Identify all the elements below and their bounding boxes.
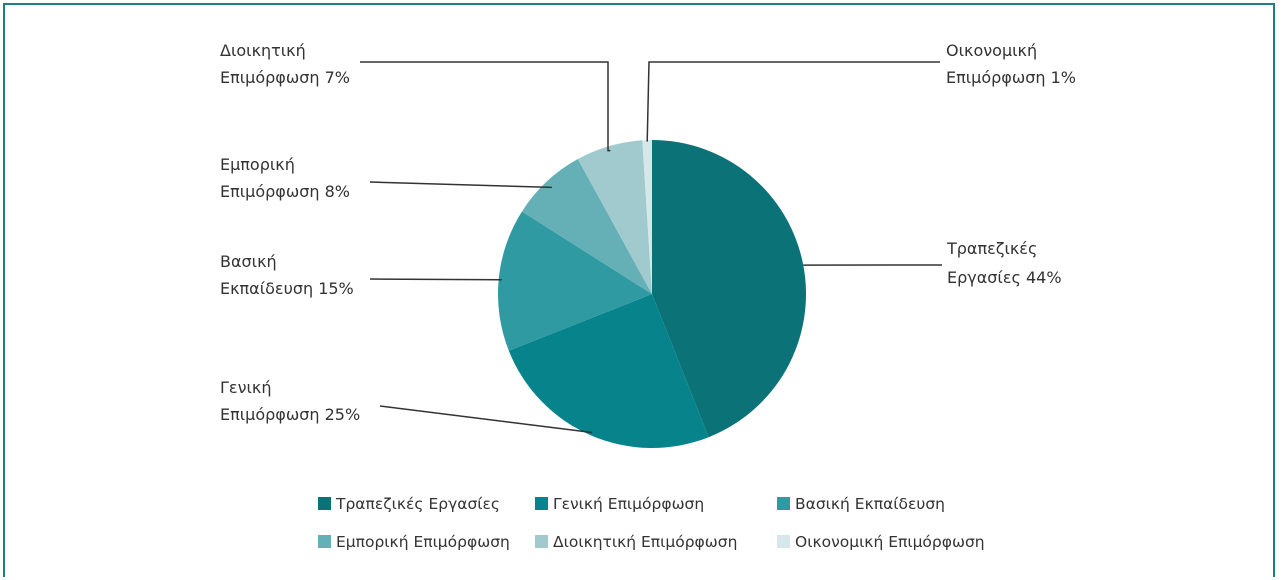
leader-line-4 bbox=[369, 181, 552, 189]
slice-label-6-line-2: Επιμόρφωση 1% bbox=[946, 68, 1076, 87]
legend-label-3: Βασική Εκπαίδευση bbox=[795, 495, 945, 513]
pie-slice-6 bbox=[642, 139, 652, 294]
slice-label-2-line-1: Γενική bbox=[220, 378, 271, 397]
legend-label-5: Διοικητική Επιμόρφωση bbox=[553, 533, 737, 551]
legend-swatch-4 bbox=[318, 535, 331, 548]
slice-label-3-line-1: Βασική bbox=[220, 252, 277, 271]
pie-slice-2 bbox=[508, 294, 709, 449]
slice-label-2-line-2: Επιμόρφωση 25% bbox=[220, 405, 360, 424]
pie-slice-5 bbox=[577, 140, 652, 294]
slice-label-1-line-1: Τραπεζικές bbox=[946, 239, 1037, 258]
chart-frame bbox=[3, 3, 1275, 577]
leader-line-6 bbox=[646, 61, 940, 142]
slice-label-4-line-1: Εμπορική bbox=[220, 155, 295, 174]
pie-slice-4 bbox=[521, 159, 652, 294]
pie-slice-3 bbox=[497, 211, 652, 351]
slice-label-5-line-2: Επιμόρφωση 7% bbox=[220, 68, 350, 87]
slice-label-3-line-2: Εκπαίδευση 15% bbox=[220, 279, 354, 298]
legend-swatch-3 bbox=[777, 497, 790, 510]
legend-swatch-6 bbox=[777, 535, 790, 548]
legend-label-2: Γενική Επιμόρφωση bbox=[553, 495, 704, 513]
legend-swatch-1 bbox=[318, 497, 331, 510]
pie-slice-1 bbox=[652, 140, 807, 438]
legend-label-6: Οικονομική Επιμόρφωση bbox=[795, 533, 985, 551]
leader-line-3 bbox=[369, 278, 502, 281]
slice-label-1-line-2: Εργασίες 44% bbox=[947, 268, 1062, 287]
slice-label-5-line-1: Διοικητική bbox=[220, 41, 306, 60]
slice-label-4-line-2: Επιμόρφωση 8% bbox=[220, 182, 350, 201]
legend-label-1: Τραπεζικές Εργασίες bbox=[335, 495, 500, 513]
leader-line-2 bbox=[379, 405, 593, 434]
legend-label-4: Εμπορική Επιμόρφωση bbox=[336, 533, 510, 551]
legend-swatch-2 bbox=[535, 497, 548, 510]
leader-line-5 bbox=[360, 61, 611, 152]
slice-label-6-line-1: Οικονομική bbox=[946, 41, 1037, 60]
legend-swatch-5 bbox=[535, 535, 548, 548]
